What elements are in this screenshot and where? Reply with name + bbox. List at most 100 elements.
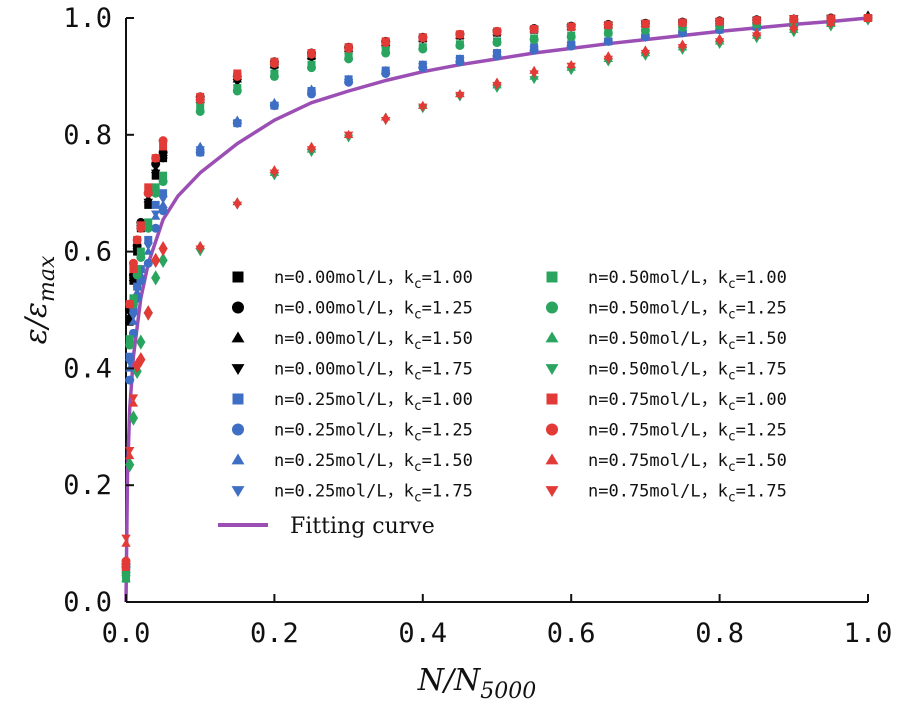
data-point bbox=[125, 375, 135, 385]
data-point bbox=[136, 351, 146, 360]
data-point bbox=[566, 42, 576, 51]
x-axis-title: N/N5000 bbox=[417, 663, 537, 703]
tick-layer: 0.0 0.2 0.4 0.6 0.8 1.0 0.0 0.2 0.4 0.6 0.8 1.0 bbox=[63, 3, 892, 649]
data-point bbox=[129, 294, 138, 303]
data-point bbox=[381, 48, 391, 58]
data-point bbox=[344, 54, 354, 64]
data-point bbox=[158, 177, 168, 187]
data-point bbox=[150, 260, 161, 269]
legend-entry: n=0.50mol/L，kc=1.00 bbox=[546, 268, 787, 292]
data-point bbox=[125, 352, 134, 361]
data-point bbox=[125, 299, 135, 309]
data-point bbox=[158, 252, 168, 261]
data-point bbox=[715, 17, 725, 27]
legend-label: n=0.75mol/L，kc=1.75 bbox=[588, 482, 787, 506]
data-point bbox=[343, 79, 354, 87]
legend-marker bbox=[231, 453, 245, 465]
data-point bbox=[232, 201, 243, 210]
legend-label: n=0.25mol/L，kc=1.75 bbox=[274, 482, 473, 506]
legend-marker bbox=[545, 453, 559, 465]
data-point bbox=[158, 206, 168, 216]
legend-marker bbox=[546, 393, 558, 405]
data-point bbox=[640, 25, 650, 35]
data-point bbox=[492, 38, 502, 48]
legend-label: n=0.25mol/L，kc=1.25 bbox=[274, 421, 473, 445]
data-point bbox=[751, 32, 762, 41]
legend-marker bbox=[546, 301, 558, 314]
legend-entry: n=0.00mol/L，kc=1.75 bbox=[231, 360, 473, 384]
legend-marker bbox=[232, 393, 244, 405]
data-point bbox=[143, 305, 153, 314]
data-point bbox=[566, 22, 576, 32]
legend-marker bbox=[546, 271, 558, 283]
y-tick-label: 0.6 bbox=[63, 237, 112, 268]
data-point bbox=[603, 20, 613, 30]
data-point bbox=[158, 241, 168, 249]
data-point bbox=[136, 341, 146, 350]
data-point bbox=[128, 316, 139, 325]
data-point bbox=[151, 188, 161, 198]
data-point bbox=[125, 335, 134, 344]
legend-entry: n=0.50mol/L，kc=1.50 bbox=[545, 329, 787, 353]
data-point bbox=[150, 270, 161, 279]
data-point bbox=[492, 26, 502, 36]
legend-label: n=0.00mol/L，kc=1.25 bbox=[274, 299, 473, 323]
data-point bbox=[144, 183, 153, 192]
data-point bbox=[159, 189, 168, 198]
data-point bbox=[269, 59, 279, 69]
legend-label: n=0.25mol/L，kc=1.00 bbox=[274, 390, 473, 414]
data-point bbox=[121, 538, 131, 547]
data-point bbox=[789, 14, 799, 24]
series-15 bbox=[121, 14, 873, 543]
legend-label: n=0.75mol/L，kc=1.00 bbox=[588, 390, 787, 414]
x-tick-label: 0.0 bbox=[102, 618, 151, 649]
series-13 bbox=[121, 13, 873, 566]
data-point bbox=[143, 188, 153, 198]
data-point bbox=[232, 86, 242, 96]
data-point bbox=[566, 32, 576, 42]
data-point bbox=[151, 223, 161, 233]
legend-entry: n=0.25mol/L，kc=1.25 bbox=[232, 421, 473, 445]
data-point bbox=[143, 198, 153, 207]
data-point bbox=[307, 63, 316, 73]
data-point bbox=[159, 171, 168, 180]
data-point bbox=[603, 55, 614, 64]
data-point bbox=[492, 81, 502, 90]
data-point bbox=[158, 136, 168, 146]
legend-entry: n=0.75mol/L，kc=1.50 bbox=[545, 451, 787, 475]
data-point bbox=[136, 359, 146, 368]
data-point bbox=[455, 57, 465, 66]
legend-label: n=0.25mol/L，kc=1.50 bbox=[274, 451, 473, 475]
data-point bbox=[307, 49, 316, 59]
data-point bbox=[380, 70, 391, 79]
legend-label: n=0.50mol/L，kc=1.50 bbox=[588, 329, 787, 353]
data-point bbox=[529, 76, 539, 85]
legend-entry: n=0.00mol/L，kc=1.00 bbox=[232, 268, 473, 292]
data-point bbox=[195, 95, 205, 105]
y-tick-label: 0.8 bbox=[63, 120, 112, 151]
legend-label: n=0.50mol/L，kc=1.00 bbox=[588, 268, 787, 292]
data-point bbox=[455, 91, 465, 100]
data-point bbox=[158, 248, 168, 257]
data-point bbox=[195, 245, 205, 254]
data-point bbox=[150, 252, 161, 261]
data-point bbox=[136, 247, 145, 256]
data-point bbox=[143, 246, 153, 255]
data-point bbox=[128, 398, 139, 407]
legend-marker bbox=[231, 364, 245, 376]
data-point bbox=[158, 200, 168, 209]
data-point bbox=[136, 334, 146, 343]
data-point bbox=[269, 102, 280, 111]
data-point bbox=[789, 26, 799, 35]
data-point bbox=[269, 169, 280, 178]
data-point bbox=[380, 117, 391, 125]
legend-label: n=0.75mol/L，kc=1.25 bbox=[588, 421, 787, 445]
data-point bbox=[125, 451, 135, 460]
data-point bbox=[603, 38, 614, 47]
data-point bbox=[640, 49, 651, 58]
legend-marker bbox=[232, 271, 244, 283]
data-point bbox=[752, 15, 762, 25]
data-point bbox=[343, 131, 354, 140]
legend-entry: n=0.75mol/L，kc=1.75 bbox=[545, 482, 787, 506]
data-point bbox=[269, 71, 279, 81]
